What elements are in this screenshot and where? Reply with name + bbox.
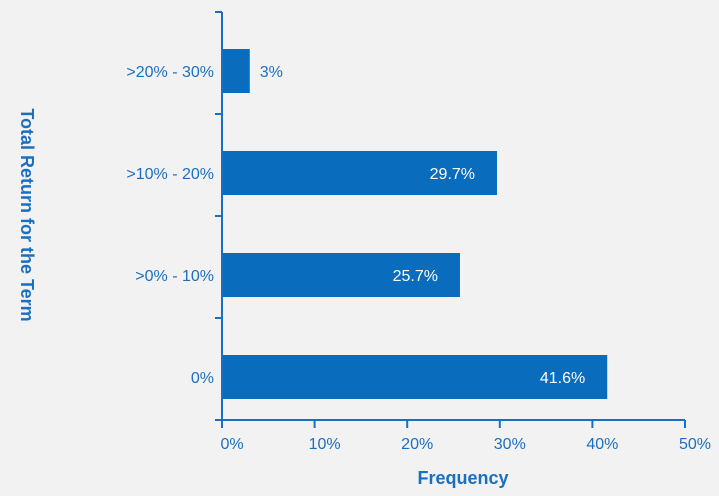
category-label: >0% - 10% <box>135 268 214 285</box>
x-tick-label: 50% <box>679 436 711 453</box>
x-tick-label: 10% <box>309 436 341 453</box>
data-label: 25.7% <box>393 268 438 285</box>
x-axis-title: Frequency <box>417 468 508 488</box>
data-label: 29.7% <box>430 166 475 183</box>
bar <box>222 355 608 399</box>
x-tick-label: 20% <box>401 436 433 453</box>
category-label: >10% - 20% <box>126 166 214 183</box>
x-tick-label: 0% <box>220 436 243 453</box>
bar <box>222 151 498 195</box>
bar <box>222 49 250 93</box>
axes-group <box>215 11 686 428</box>
data-label: 3% <box>260 64 283 81</box>
bars-group <box>222 49 608 399</box>
labels-group: >20% - 30% 3% >10% - 20% 29.7% >0% - 10% 25.7… <box>126 64 711 453</box>
bar <box>222 253 460 297</box>
x-tick-label: 30% <box>494 436 526 453</box>
data-label: 41.6% <box>540 370 585 387</box>
category-label: 0% <box>191 370 214 387</box>
x-tick-label: 40% <box>586 436 618 453</box>
category-label: >20% - 30% <box>126 64 214 81</box>
y-axis-title: Total Return for the Term <box>17 108 37 321</box>
